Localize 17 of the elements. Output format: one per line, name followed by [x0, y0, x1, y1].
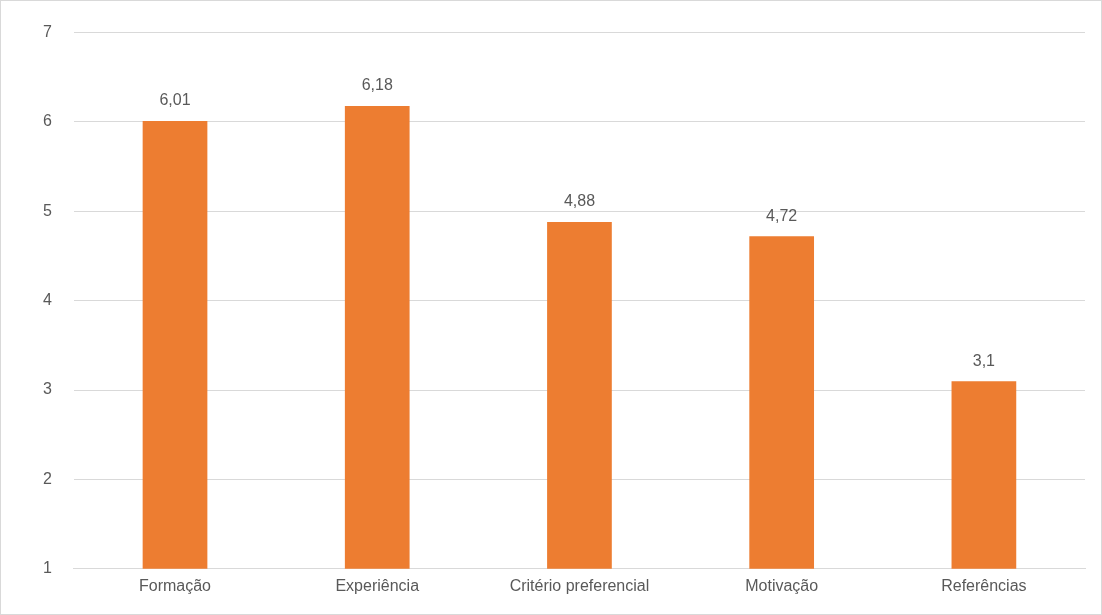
data-label: 6,18 — [361, 76, 393, 94]
x-tick-label: Formação — [138, 576, 212, 594]
y-tick-label: 4 — [42, 291, 52, 309]
x-tick-label: Referências — [941, 576, 1027, 594]
y-tick-label: 2 — [42, 469, 52, 487]
data-label: 3,1 — [972, 351, 996, 369]
data-label: 6,01 — [159, 91, 191, 109]
y-tick-label: 6 — [42, 112, 52, 130]
y-tick-label: 1 — [42, 559, 52, 577]
x-tick-label: Motivação — [745, 576, 819, 594]
x-tick-label: Critério preferencial — [509, 576, 650, 594]
data-label: 4,88 — [563, 192, 596, 210]
y-tick-label: 5 — [42, 201, 52, 219]
y-tick-label: 7 — [42, 23, 52, 41]
x-tick-label: Experiência — [335, 576, 420, 594]
data-label: 4,72 — [766, 206, 798, 224]
y-tick-label: 3 — [42, 380, 52, 398]
